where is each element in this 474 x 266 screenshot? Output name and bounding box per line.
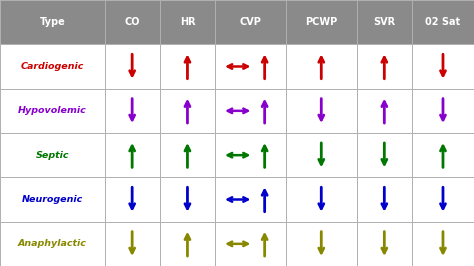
Bar xyxy=(215,133,286,177)
Bar xyxy=(356,133,412,177)
Bar xyxy=(0,177,104,222)
Bar xyxy=(0,133,104,177)
Bar xyxy=(286,44,356,89)
Bar xyxy=(286,89,356,133)
Text: Anaphylactic: Anaphylactic xyxy=(18,239,87,248)
Bar xyxy=(160,0,215,44)
Bar xyxy=(356,44,412,89)
Bar xyxy=(215,177,286,222)
Text: 02 Sat: 02 Sat xyxy=(426,17,461,27)
Bar xyxy=(412,44,474,89)
Bar xyxy=(356,222,412,266)
Bar xyxy=(286,0,356,44)
Bar xyxy=(0,222,104,266)
Bar xyxy=(0,44,104,89)
Bar xyxy=(0,89,104,133)
Bar xyxy=(356,0,412,44)
Bar xyxy=(412,0,474,44)
Bar xyxy=(286,133,356,177)
Text: CVP: CVP xyxy=(239,17,262,27)
Bar xyxy=(412,177,474,222)
Text: SVR: SVR xyxy=(373,17,395,27)
Text: Neurogenic: Neurogenic xyxy=(22,195,83,204)
Text: Hypovolemic: Hypovolemic xyxy=(18,106,87,115)
Bar xyxy=(160,89,215,133)
Bar xyxy=(104,177,160,222)
Bar xyxy=(412,89,474,133)
Bar xyxy=(286,222,356,266)
Text: Type: Type xyxy=(39,17,65,27)
Bar xyxy=(412,133,474,177)
Text: Cardiogenic: Cardiogenic xyxy=(20,62,84,71)
Bar xyxy=(215,222,286,266)
Bar xyxy=(412,222,474,266)
Text: Septic: Septic xyxy=(36,151,69,160)
Bar xyxy=(0,0,104,44)
Bar xyxy=(160,133,215,177)
Bar xyxy=(215,0,286,44)
Text: PCWP: PCWP xyxy=(305,17,337,27)
Bar xyxy=(160,177,215,222)
Bar xyxy=(356,177,412,222)
Bar xyxy=(104,89,160,133)
Bar xyxy=(215,89,286,133)
Bar xyxy=(104,0,160,44)
Bar xyxy=(286,177,356,222)
Bar xyxy=(104,44,160,89)
Text: CO: CO xyxy=(124,17,140,27)
Bar xyxy=(160,222,215,266)
Bar xyxy=(104,222,160,266)
Text: HR: HR xyxy=(180,17,195,27)
Bar xyxy=(215,44,286,89)
Bar xyxy=(356,89,412,133)
Bar xyxy=(104,133,160,177)
Bar xyxy=(160,44,215,89)
